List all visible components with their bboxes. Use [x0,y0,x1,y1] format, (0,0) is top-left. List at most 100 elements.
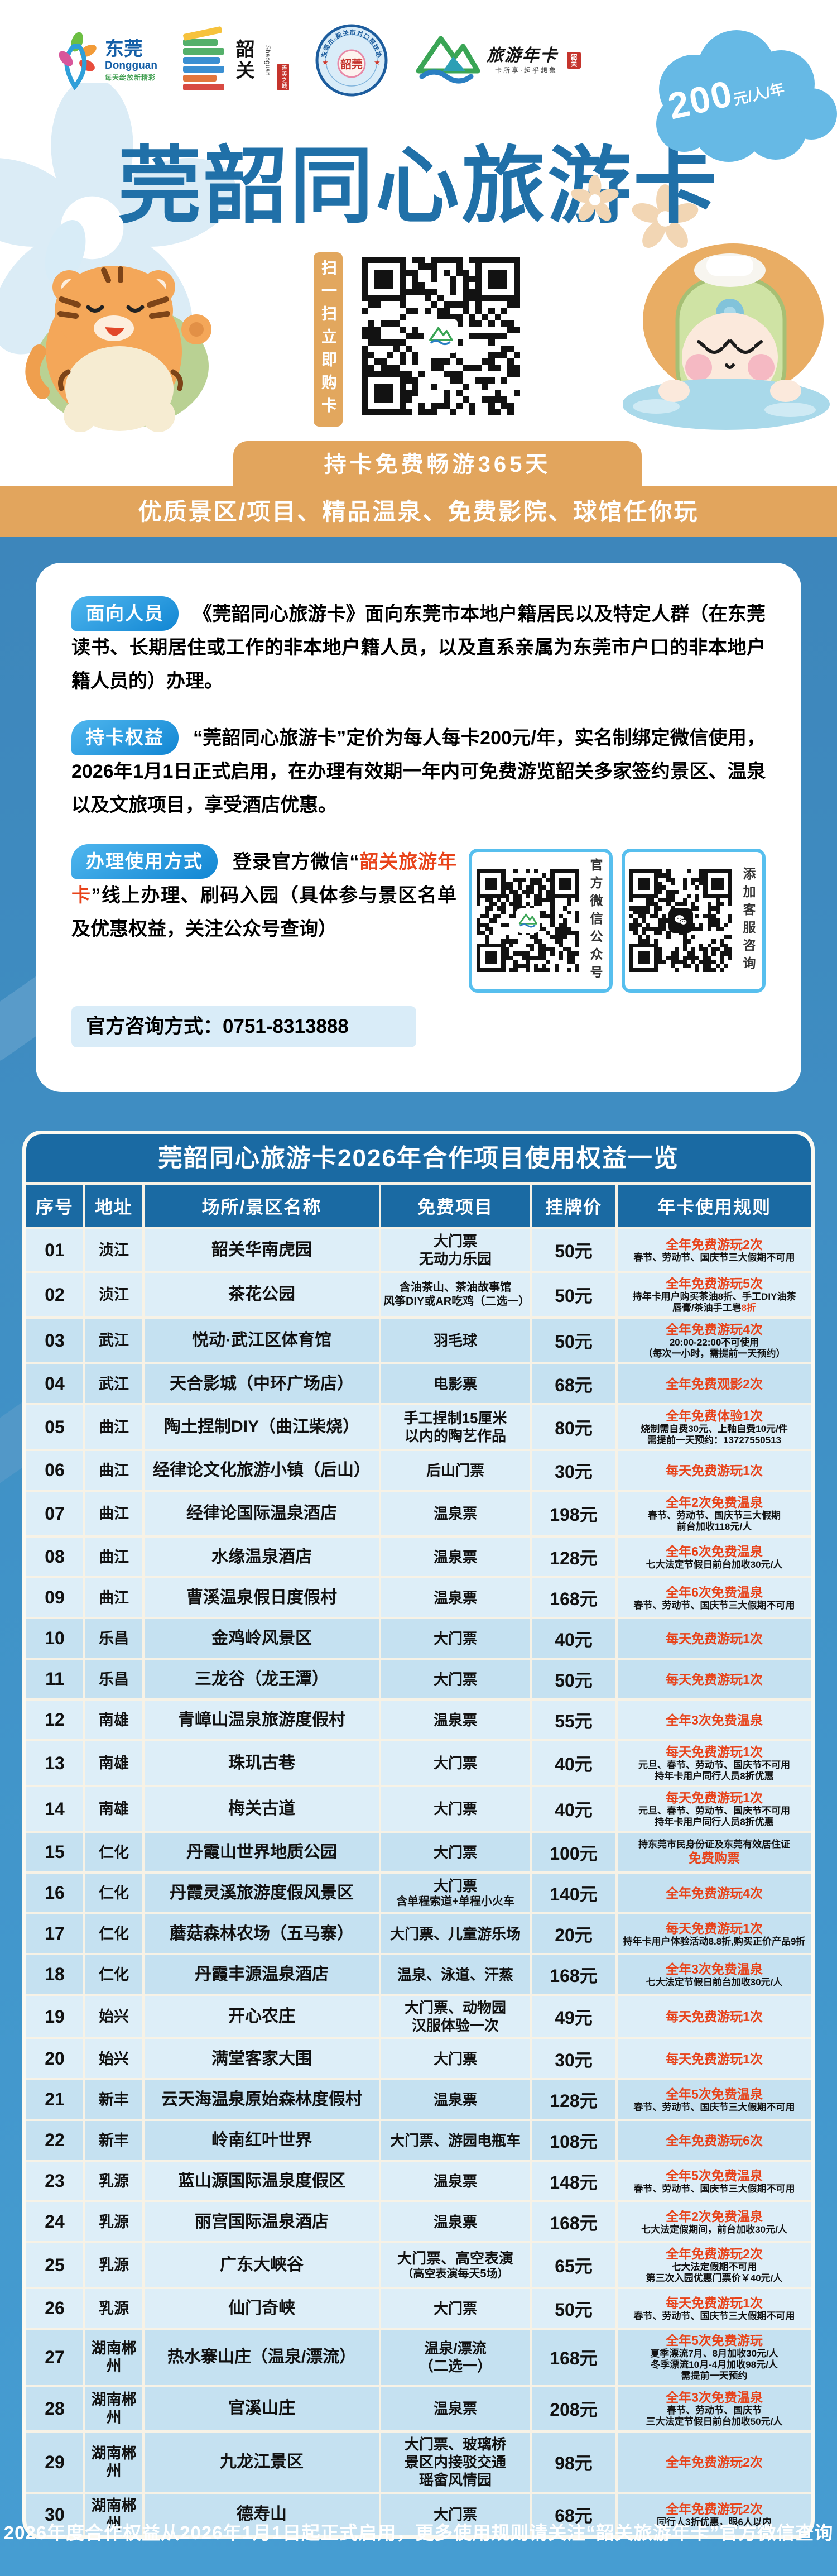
cell-no: 04 [26,1364,83,1403]
free-item: 大门票、游园电瓶车 [389,2132,521,2149]
cell-venue-name: 经律论国际温泉酒店 [145,1492,379,1535]
cell-free-items: 大门票、游园电瓶车 [381,2121,530,2160]
rule-line: 全年免费体验1次 [666,1409,763,1423]
cell-no: 02 [26,1273,83,1316]
table-row-07: 07 曲江 经律论国际温泉酒店 温泉票 198元 全年2次免费温泉 春节、劳动节、… [26,1492,811,1535]
free-item: 以内的陶艺作品 [404,1428,506,1444]
table-row-20: 20 始兴 满堂客家大围 大门票 30元 每天免费游玩1次 [26,2039,811,2078]
cell-rules: 全年免费游玩2次 同行人3折优惠，限6人以内 [618,2494,811,2535]
rule-line: 全年免费游玩4次 [666,1885,763,1900]
cell-no: 16 [26,1874,83,1912]
column-header-free-items: 免费项目 [381,1185,530,1227]
cell-list-price: 20元 [532,1914,615,1953]
table-row-11: 11 乐昌 三龙谷（龙王潭） 大门票 50元 每天免费游玩1次 [26,1660,811,1698]
free-item: 大门票 [433,1801,477,1817]
cell-district: 南雄 [85,1701,142,1739]
cell-no: 22 [26,2121,83,2160]
free-item: 大门票 [433,2506,477,2523]
column-header-no: 序号 [26,1185,83,1227]
table-row-15: 15 仁化 丹霞山世界地质公园 大门票 100元 持东莞市民身份证及东莞有效居住… [26,1833,811,1871]
cell-district: 仁化 [85,1955,142,1994]
customer-service-qr-box: 添加客服咨询 [622,849,766,993]
rule-line: 元旦、春节、劳动节、国庆节不可用 [638,1760,790,1770]
qr-pattern [362,257,520,415]
cell-list-price: 208元 [532,2387,615,2430]
cell-no: 19 [26,1996,83,2037]
cell-list-price: 49元 [532,1996,615,2037]
table-row-24: 24 乳源 丽宫国际温泉酒店 温泉票 168元 全年2次免费温泉 七大法定假期间，… [26,2202,811,2241]
rule-line: 全年免费游玩4次 [666,1322,763,1337]
free-item: 大门票 [433,1670,477,1688]
cell-district: 仁化 [85,1874,142,1912]
yearcard-logo: 旅游年卡 一卡所享·超乎想象 韶关 [414,30,581,91]
rule-line: 第三次入园优惠门票价￥40元/人 [646,2273,783,2283]
cell-rules: 每天免费游玩1次 元旦、春节、劳动节、国庆节不可用 持年卡用户同行人员8折优惠 [618,1741,811,1785]
cell-free-items: 羽毛球 [381,1319,530,1362]
cell-free-items: 后山门票 [381,1451,530,1490]
cell-free-items: 温泉票 [381,2387,530,2430]
table-row-08: 08 曲江 水缘温泉酒店 温泉票 128元 全年6次免费温泉 七大法定节假日前台加… [26,1538,811,1576]
cell-no: 20 [26,2039,83,2078]
cell-rules: 全年免费游玩4次 [618,1874,811,1912]
free-item: 温泉、泳道、汗蒸 [397,1966,513,1983]
hotspring-mascot-illustration [623,243,830,430]
yearcard-logo-tagline: 一卡所享·超乎想象 [486,66,557,74]
rule-line: 七大法定节假日前台加收30元/人 [646,1976,783,1988]
section-target-people-text: 《莞韶同心旅游卡》面向东莞市本地户籍居民以及特定人群（在东莞读书、长期居住或工作… [71,604,766,692]
cell-no: 25 [26,2243,83,2287]
cell-no: 13 [26,1741,83,1785]
cell-list-price: 168元 [532,1955,615,1994]
cell-venue-name: 曹溪温泉假日度假村 [145,1578,379,1617]
cell-no: 14 [26,1787,83,1831]
cell-list-price: 140元 [532,1874,615,1912]
cell-free-items: 温泉/漂流 （二选一） [381,2330,530,2385]
cell-district: 乐昌 [85,1660,142,1698]
cell-rules: 每天免费游玩1次 持年卡用户体验活动8.8折,购买正价产品9折 [618,1914,811,1953]
cell-free-items: 大门票 [381,1787,530,1831]
rule-line: 每天免费游玩1次 [666,1631,763,1646]
cell-list-price: 30元 [532,1451,615,1490]
cell-district: 始兴 [85,1996,142,2037]
cell-rules: 全年5次免费游玩 夏季漂流7月、8月加收30元/人 冬季漂流10月-4月加收98元/… [618,2330,811,2385]
cell-free-items: 大门票 [381,2039,530,2078]
cell-venue-name: 九龙江景区 [145,2433,379,2492]
cooperation-seal-logo: 东莞市-韶关市对口帮扶协作指挥部 ★ ★ 韶莞 [315,23,388,97]
free-item: 大门票 [433,2300,477,2317]
rule-line: 20:00-22:00不可使用 [669,1337,759,1348]
rule-line: 春节、劳动节、国庆节三大假期不可用 [633,1600,795,1611]
page-title: 莞韶同心旅游卡 [117,139,719,233]
cooperation-seal-icon: 东莞市-韶关市对口帮扶协作指挥部 ★ ★ 韶莞 [315,23,388,97]
cell-no: 28 [26,2387,83,2430]
benefits-table-header: 序号 地址 场所/景区名称 免费项目 挂牌价 年卡使用规则 [26,1185,811,1227]
rule-line: 春节、劳动节、国庆节三大假期不可用 [633,1252,795,1263]
cell-free-items: 温泉、泳道、汗蒸 [381,1955,530,1994]
cell-list-price: 30元 [532,2039,615,2078]
rule-line: 七大法定假期不可用 [671,2262,757,2272]
table-row-14: 14 南雄 梅关古道 大门票 40元 每天免费游玩1次 元旦、春节、劳动节、国庆节… [26,1787,811,1831]
cell-rules: 每天免费游玩1次 春节、劳动节、国庆节三大假期不可用 [618,2289,811,2328]
rule-line: 每天免费游玩1次 [666,2295,763,2310]
free-item: 大门票、玻璃桥 [404,2436,506,2453]
rule-line: 每天免费游玩1次 [666,1790,763,1805]
cell-district: 曲江 [85,1451,142,1490]
rule-line: （每次一小时，需提前一天预约） [643,1348,786,1359]
cell-list-price: 40元 [532,1741,615,1785]
shaoguan-logo-seal: 善美之城 [277,64,289,90]
beige-flower-small-decoration [571,175,619,221]
free-item: 大门票、动物园 [404,1999,506,2016]
cell-no: 27 [26,2330,83,2385]
cell-free-items: 大门票 [381,1741,530,1785]
rule-line: 全年免费游玩2次 [666,1237,763,1252]
badge-how-to-apply: 办理使用方式 [71,844,218,879]
rule-line: 全年免费游玩2次 [666,2455,763,2469]
cell-rules: 全年免费观影2次 [618,1364,811,1403]
rule-line: 三大法定节假日前台加收50元/人 [646,2416,783,2427]
cell-list-price: 65元 [532,2243,615,2287]
rule-line: 免费购票 [689,1850,740,1865]
rule-line: 冬季漂流10月-4月加收98元/人 [651,2359,778,2370]
free-item: 大门票、儿童游乐场 [389,1925,521,1942]
cell-district: 新丰 [85,2121,142,2160]
free-item: 大门票 [433,1630,477,1647]
cell-venue-name: 丹霞山世界地质公园 [145,1833,379,1871]
rule-line: 持年卡用户购买茶油8折、手工DIY油茶 [632,1291,796,1302]
